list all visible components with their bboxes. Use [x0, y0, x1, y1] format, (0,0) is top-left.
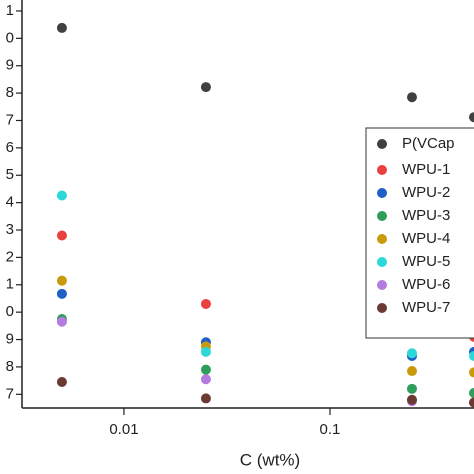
point	[56, 22, 67, 33]
y-tick-label: 7	[6, 111, 14, 128]
y-tick-label: 0	[6, 29, 14, 46]
legend-label: WPU-5	[402, 253, 450, 270]
point	[406, 394, 417, 405]
point	[200, 298, 211, 309]
legend-label: WPU-2	[402, 184, 450, 201]
point	[200, 364, 211, 375]
x-tick-label: 0.01	[109, 421, 138, 438]
legend-marker	[377, 280, 387, 290]
legend-marker	[377, 257, 387, 267]
y-tick-label: 0	[6, 303, 14, 320]
legend-label: WPU-7	[402, 299, 450, 316]
point	[469, 112, 474, 123]
y-tick-label: 8	[6, 358, 14, 375]
point	[406, 348, 417, 359]
point	[200, 346, 211, 357]
point	[406, 366, 417, 377]
point	[406, 92, 417, 103]
point	[56, 288, 67, 299]
y-tick-label: 7	[6, 385, 14, 402]
y-tick-label: 1	[6, 276, 14, 293]
y-tick-label: 1	[6, 2, 14, 19]
x-axis-label: C (wt%)	[240, 450, 300, 469]
legend-label: WPU-1	[402, 161, 450, 178]
y-tick-label: 9	[6, 331, 14, 348]
point	[469, 397, 474, 408]
legend-marker	[377, 165, 387, 175]
legend-label: P(VCap	[402, 135, 455, 152]
legend-marker	[377, 211, 387, 221]
point	[406, 383, 417, 394]
point	[200, 393, 211, 404]
point	[469, 367, 474, 378]
y-tick-label: 3	[6, 221, 14, 238]
y-tick-label: 8	[6, 84, 14, 101]
point	[56, 376, 67, 387]
point	[56, 230, 67, 241]
point	[469, 387, 474, 398]
point	[56, 275, 67, 286]
point	[200, 374, 211, 385]
y-tick-label: 2	[6, 248, 14, 265]
legend-marker	[377, 188, 387, 198]
legend-marker	[377, 234, 387, 244]
point	[469, 350, 474, 361]
legend-label: WPU-3	[402, 207, 450, 224]
point	[200, 82, 211, 93]
legend-label: WPU-4	[402, 230, 450, 247]
y-tick-label: 6	[6, 139, 14, 156]
point	[56, 316, 67, 327]
y-tick-label: 4	[6, 194, 14, 211]
legend-box	[365, 127, 474, 339]
x-tick-label: 0.1	[320, 421, 341, 438]
y-tick-label: 5	[6, 166, 14, 183]
point	[56, 190, 67, 201]
y-tick-label: 9	[6, 57, 14, 74]
legend-marker	[377, 303, 387, 313]
legend-marker	[377, 139, 387, 149]
legend-label: WPU-6	[402, 276, 450, 293]
